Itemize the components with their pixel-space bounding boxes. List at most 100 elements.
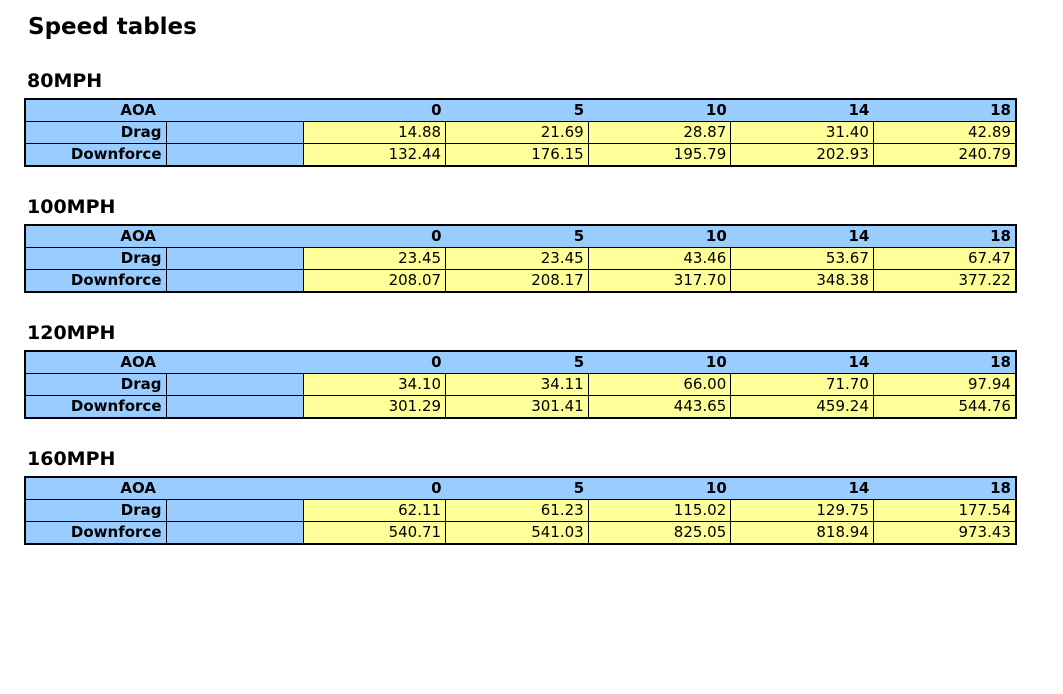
aoa-header-row: AOA 0 5 10 14 18 <box>25 225 1016 248</box>
drag-value: 43.46 <box>587 247 732 270</box>
aoa-label: AOA <box>25 477 166 500</box>
drag-value: 28.87 <box>587 121 732 144</box>
aoa-value: 14 <box>730 477 874 500</box>
drag-value: 71.70 <box>730 373 874 396</box>
speed-table-80mph: AOA 0 5 10 14 18 Drag 14.88 21.69 28.87 … <box>24 98 1017 167</box>
downforce-value: 459.24 <box>730 395 874 419</box>
downforce-value: 132.44 <box>302 143 447 167</box>
downforce-value: 377.22 <box>872 269 1017 293</box>
spacer-cell <box>165 521 304 545</box>
downforce-row: Downforce 132.44 176.15 195.79 202.93 24… <box>24 143 1017 167</box>
drag-value: 23.45 <box>445 247 589 270</box>
downforce-value: 540.71 <box>302 521 447 545</box>
aoa-header-row: AOA 0 5 10 14 18 <box>25 477 1016 500</box>
section-heading-120mph: 120MPH <box>27 322 116 344</box>
aoa-value: 5 <box>445 351 589 374</box>
drag-value: 61.23 <box>445 499 589 522</box>
drag-value: 67.47 <box>872 247 1017 270</box>
spacer-cell <box>166 477 303 500</box>
downforce-value: 301.29 <box>302 395 447 419</box>
downforce-row: Downforce 301.29 301.41 443.65 459.24 54… <box>24 395 1017 419</box>
spacer-cell <box>165 269 304 293</box>
aoa-value: 14 <box>730 351 874 374</box>
aoa-value: 10 <box>588 225 731 248</box>
aoa-label: AOA <box>25 225 166 248</box>
row-label-downforce: Downforce <box>24 143 167 167</box>
speed-table-100mph: AOA 0 5 10 14 18 Drag 23.45 23.45 43.46 … <box>24 224 1017 293</box>
spacer-cell <box>165 143 304 167</box>
speed-table-160mph: AOA 0 5 10 14 18 Drag 62.11 61.23 115.02… <box>24 476 1017 545</box>
spacer-cell <box>166 225 303 248</box>
downforce-value: 973.43 <box>872 521 1017 545</box>
drag-value: 34.11 <box>445 373 589 396</box>
row-label-downforce: Downforce <box>24 269 167 293</box>
page-title: Speed tables <box>28 14 197 40</box>
aoa-value: 0 <box>303 225 446 248</box>
speed-table-120mph: AOA 0 5 10 14 18 Drag 34.10 34.11 66.00 … <box>24 350 1017 419</box>
downforce-value: 240.79 <box>872 143 1017 167</box>
aoa-value: 0 <box>303 351 446 374</box>
downforce-value: 544.76 <box>872 395 1017 419</box>
drag-value: 42.89 <box>872 121 1017 144</box>
spacer-cell <box>165 395 304 419</box>
section-heading-80mph: 80MPH <box>27 70 103 92</box>
aoa-value: 10 <box>588 477 731 500</box>
downforce-value: 208.07 <box>302 269 447 293</box>
aoa-value: 18 <box>873 477 1016 500</box>
drag-value: 34.10 <box>302 373 447 396</box>
section-heading-160mph: 160MPH <box>27 448 116 470</box>
spacer-cell <box>165 247 304 270</box>
drag-value: 14.88 <box>302 121 447 144</box>
downforce-value: 541.03 <box>445 521 589 545</box>
row-label-drag: Drag <box>24 499 167 522</box>
aoa-value: 5 <box>445 477 589 500</box>
spacer-cell <box>165 373 304 396</box>
drag-value: 23.45 <box>302 247 447 270</box>
speed-section-100mph: 100MPH AOA 0 5 10 14 18 Drag 23.45 23.45… <box>24 196 1063 293</box>
downforce-value: 825.05 <box>587 521 732 545</box>
aoa-value: 0 <box>303 99 446 122</box>
spacer-cell <box>166 351 303 374</box>
drag-value: 53.67 <box>730 247 874 270</box>
spacer-cell <box>165 499 304 522</box>
speed-section-80mph: 80MPH AOA 0 5 10 14 18 Drag 14.88 21.69 … <box>24 70 1063 167</box>
aoa-label: AOA <box>25 351 166 374</box>
downforce-row: Downforce 540.71 541.03 825.05 818.94 97… <box>24 521 1017 545</box>
aoa-value: 10 <box>588 351 731 374</box>
drag-row: Drag 14.88 21.69 28.87 31.40 42.89 <box>24 121 1017 144</box>
drag-value: 66.00 <box>587 373 732 396</box>
drag-value: 129.75 <box>730 499 874 522</box>
spacer-cell <box>165 121 304 144</box>
speed-section-160mph: 160MPH AOA 0 5 10 14 18 Drag 62.11 61.23… <box>24 448 1063 545</box>
aoa-header-row: AOA 0 5 10 14 18 <box>25 99 1016 122</box>
downforce-value: 443.65 <box>587 395 732 419</box>
aoa-value: 0 <box>303 477 446 500</box>
downforce-value: 202.93 <box>730 143 874 167</box>
drag-row: Drag 34.10 34.11 66.00 71.70 97.94 <box>24 373 1017 396</box>
drag-value: 115.02 <box>587 499 732 522</box>
downforce-value: 348.38 <box>730 269 874 293</box>
aoa-label: AOA <box>25 99 166 122</box>
downforce-value: 317.70 <box>587 269 732 293</box>
drag-value: 62.11 <box>302 499 447 522</box>
downforce-value: 176.15 <box>445 143 589 167</box>
drag-row: Drag 62.11 61.23 115.02 129.75 177.54 <box>24 499 1017 522</box>
aoa-value: 18 <box>873 99 1016 122</box>
row-label-downforce: Downforce <box>24 395 167 419</box>
aoa-value: 5 <box>445 99 589 122</box>
aoa-value: 5 <box>445 225 589 248</box>
drag-value: 97.94 <box>872 373 1017 396</box>
downforce-value: 818.94 <box>730 521 874 545</box>
downforce-value: 301.41 <box>445 395 589 419</box>
row-label-drag: Drag <box>24 121 167 144</box>
downforce-value: 195.79 <box>587 143 732 167</box>
section-heading-100mph: 100MPH <box>27 196 116 218</box>
aoa-header-row: AOA 0 5 10 14 18 <box>25 351 1016 374</box>
drag-value: 177.54 <box>872 499 1017 522</box>
drag-value: 21.69 <box>445 121 589 144</box>
aoa-value: 18 <box>873 225 1016 248</box>
aoa-value: 18 <box>873 351 1016 374</box>
aoa-value: 14 <box>730 225 874 248</box>
downforce-value: 208.17 <box>445 269 589 293</box>
drag-value: 31.40 <box>730 121 874 144</box>
